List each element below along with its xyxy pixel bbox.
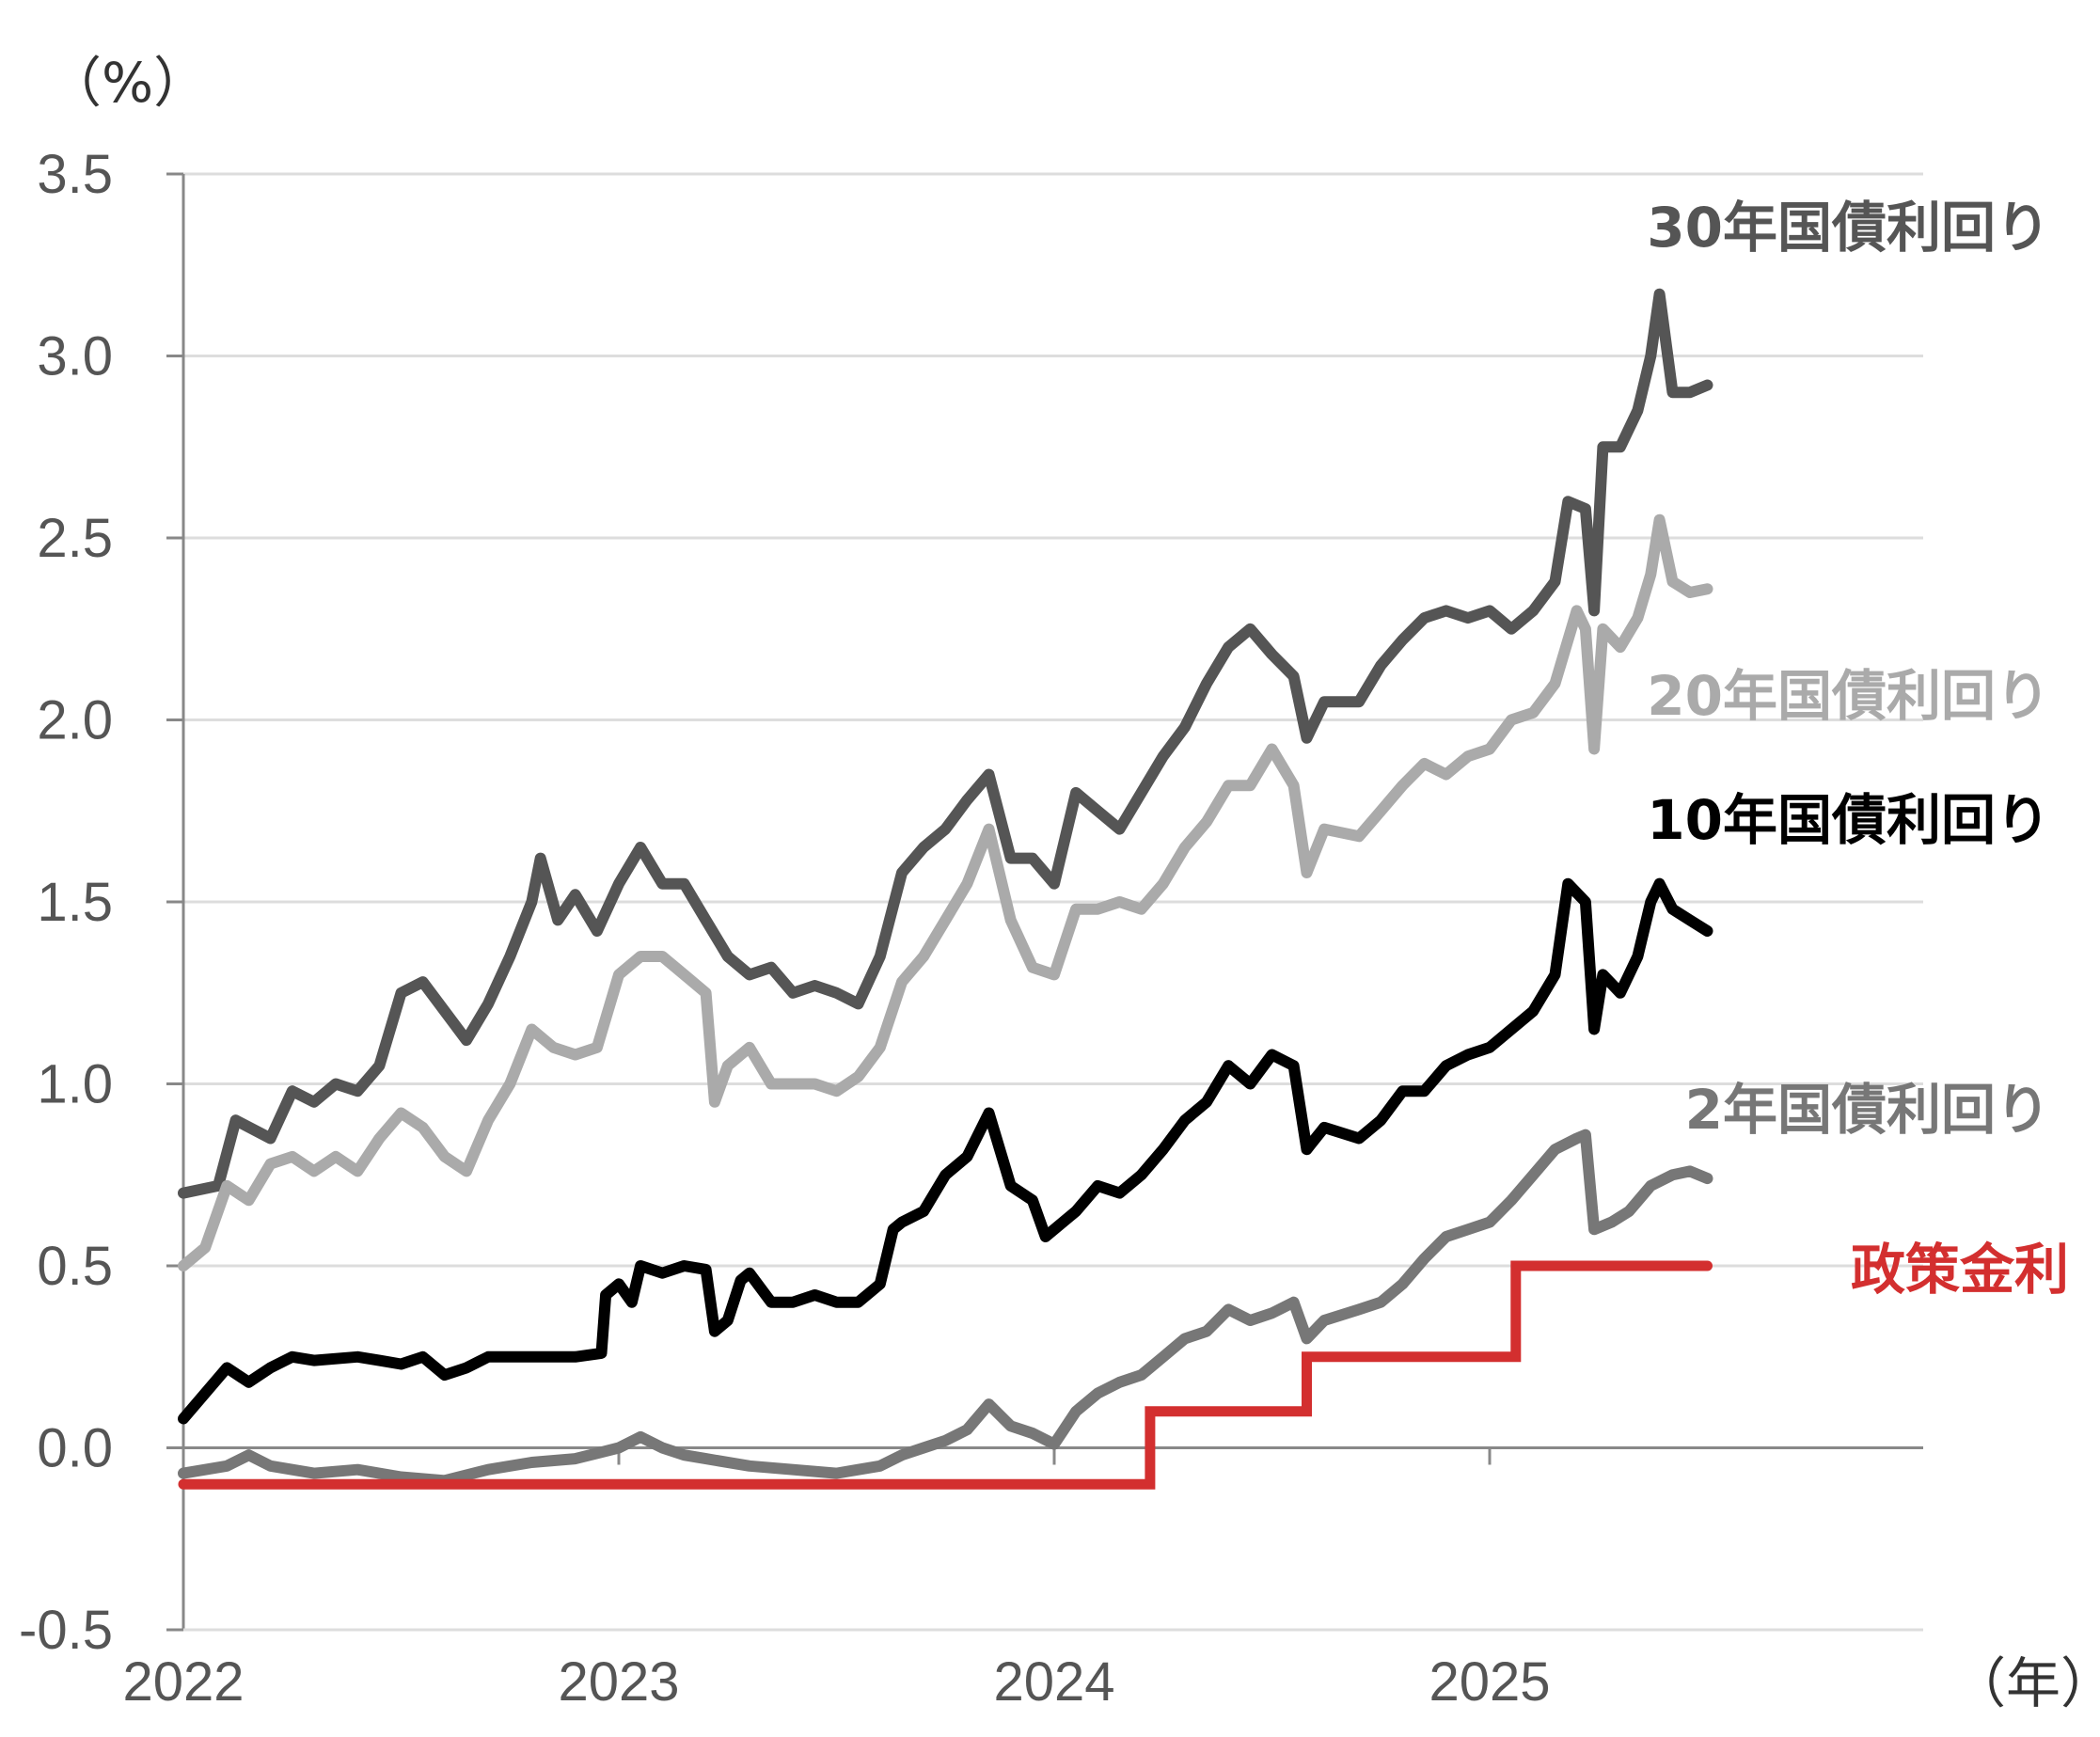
y-tick-label: 2.5 bbox=[37, 508, 113, 569]
y-tick-label: 0.5 bbox=[37, 1236, 113, 1297]
y-unit-label: （%） bbox=[47, 51, 208, 115]
x-tick-label: 2023 bbox=[558, 1651, 679, 1713]
series-line bbox=[178, 1129, 1713, 1487]
y-tick-labels: 3.5 3.0 2.5 2.0 1.5 1.0 0.5 0.0 -0.5 bbox=[19, 144, 113, 1661]
grid-lines bbox=[183, 172, 1923, 1268]
series-line bbox=[178, 288, 1713, 1199]
series-label: 20年国債利回り bbox=[1647, 664, 2050, 728]
y-tick-label: 1.0 bbox=[37, 1054, 113, 1115]
y-tick-label: 0.0 bbox=[37, 1418, 113, 1479]
series-label: 30年国債利回り bbox=[1647, 196, 2050, 260]
series-label: 2年国債利回り bbox=[1685, 1078, 2050, 1142]
y-tick-label: 3.0 bbox=[37, 326, 113, 387]
y-tick-label: 3.5 bbox=[37, 144, 113, 205]
x-tick-labels: 2022 2023 2024 2025 bbox=[122, 1651, 1550, 1713]
y-tick-label: 2.0 bbox=[37, 690, 113, 751]
y-tick-label: 1.5 bbox=[37, 872, 113, 933]
y-tick-label: -0.5 bbox=[19, 1600, 113, 1661]
series-label: 政策金利 bbox=[1851, 1238, 2069, 1302]
series-lines bbox=[178, 288, 1713, 1490]
x-tick-label: 2022 bbox=[122, 1651, 244, 1713]
x-unit-label: （年） bbox=[1951, 1651, 2100, 1715]
series-line bbox=[178, 877, 1713, 1425]
series-line bbox=[178, 513, 1713, 1271]
series-label: 10年国債利回り bbox=[1647, 788, 2050, 852]
x-tick-label: 2025 bbox=[1429, 1651, 1550, 1713]
series-line bbox=[178, 1260, 1713, 1490]
x-tick-label: 2024 bbox=[993, 1651, 1114, 1713]
